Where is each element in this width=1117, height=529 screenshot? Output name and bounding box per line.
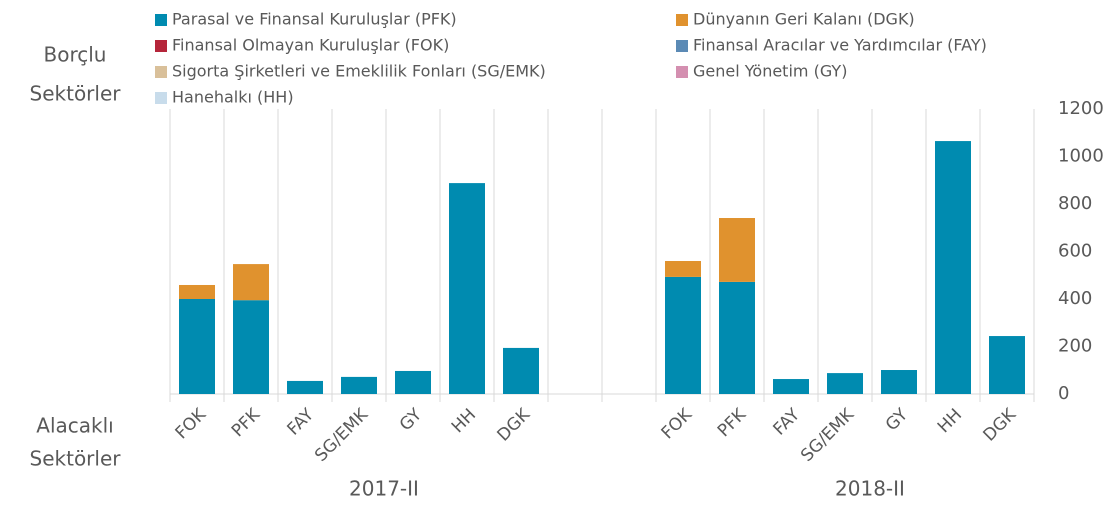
group-label: 2018-II	[835, 477, 905, 501]
bar-segment	[449, 183, 485, 394]
y-tick-label: 400	[1058, 288, 1092, 309]
bar-segment	[989, 336, 1025, 394]
bar-segment	[719, 281, 755, 394]
bar-segment	[341, 376, 377, 394]
legend-label: Finansal Olmayan Kuruluşlar (FOK)	[172, 36, 449, 55]
bar-segment	[179, 299, 215, 394]
y-tick-label: 1200	[1058, 98, 1104, 119]
y-tick-label: 200	[1058, 336, 1092, 357]
bar-segment	[827, 373, 863, 394]
bar-segment	[665, 276, 701, 394]
y-tick-label: 1000	[1058, 146, 1104, 167]
bar-segment	[179, 284, 215, 299]
x-tick-label: PFK	[228, 404, 265, 441]
legend-swatch	[155, 40, 167, 52]
annotation: Alacaklı	[36, 414, 113, 438]
legend-swatch	[155, 14, 167, 26]
bar-segment	[881, 370, 917, 394]
x-tick-label: FOK	[172, 404, 211, 443]
annotation: Sektörler	[30, 447, 122, 471]
x-tick-label: PFK	[714, 404, 751, 441]
x-tick-label: HH	[934, 405, 966, 437]
legend-label: Sigorta Şirketleri ve Emeklilik Fonları …	[172, 62, 546, 81]
x-tick-label: GY	[882, 404, 913, 435]
legend-swatch	[155, 92, 167, 104]
legend-label: Finansal Aracılar ve Yardımcılar (FAY)	[693, 36, 987, 55]
bar-segment	[395, 370, 431, 394]
legend-label: Genel Yönetim (GY)	[693, 62, 847, 81]
legend-swatch	[676, 40, 688, 52]
y-tick-label: 800	[1058, 193, 1092, 214]
x-tick-label: SG/EMK	[311, 404, 373, 466]
legend-label: Hanehalkı (HH)	[172, 88, 294, 107]
x-tick-label: FAY	[769, 405, 804, 440]
bar-segment	[719, 218, 755, 282]
x-tick-label: SG/EMK	[797, 404, 859, 466]
bar-segment	[503, 347, 539, 394]
x-tick-label: DGK	[979, 404, 1020, 445]
x-tick-label: GY	[396, 404, 427, 435]
x-tick-label: HH	[448, 405, 480, 437]
y-tick-label: 600	[1058, 241, 1092, 262]
bar-segment	[773, 379, 809, 394]
x-tick-label: DGK	[493, 404, 534, 445]
y-tick-label: 0	[1058, 383, 1069, 404]
legend-swatch	[676, 14, 688, 26]
annotation: Borçlu	[44, 43, 107, 67]
legend-label: Parasal ve Finansal Kuruluşlar (PFK)	[172, 10, 457, 29]
group-label: 2017-II	[349, 477, 419, 501]
x-tick-label: FAY	[283, 405, 318, 440]
annotation: Sektörler	[30, 82, 122, 106]
legend-label: Dünyanın Geri Kalanı (DGK)	[693, 10, 915, 29]
bar-segment	[935, 141, 971, 394]
bar-segment	[233, 300, 269, 394]
legend-swatch	[676, 66, 688, 78]
bar-segment	[287, 380, 323, 394]
bar-segment	[665, 261, 701, 277]
bar-segment	[233, 264, 269, 301]
legend-swatch	[155, 66, 167, 78]
x-tick-label: FOK	[658, 404, 697, 443]
